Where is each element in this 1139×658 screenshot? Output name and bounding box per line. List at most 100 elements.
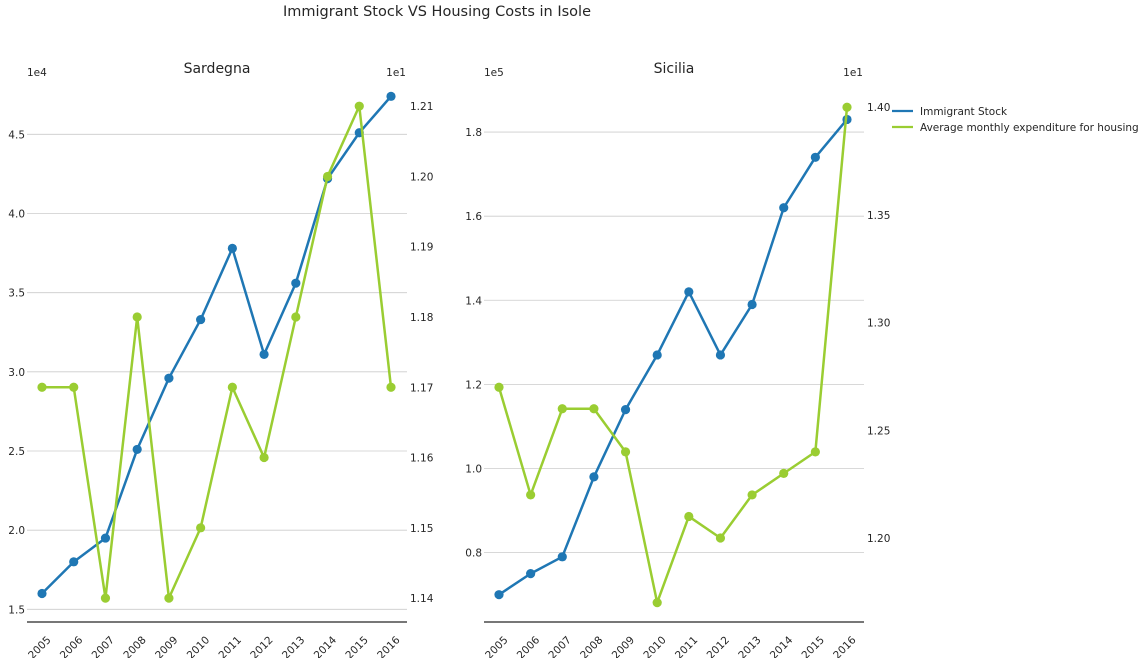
x-tick-label: 2015 xyxy=(343,634,370,658)
left-tick-label: 1.5 xyxy=(8,604,25,616)
left-tick-label: 0.8 xyxy=(465,548,482,560)
left-tick-label: 1.8 xyxy=(465,127,482,139)
x-tick-label: 2011 xyxy=(217,634,244,658)
immigrant-stock-point xyxy=(164,373,174,383)
housing-expenditure-point xyxy=(779,468,789,478)
immigrant-stock-point xyxy=(259,349,269,360)
subplot-title: Sicilia xyxy=(654,61,695,77)
immigrant-stock-point xyxy=(810,152,820,162)
left-tick-label: 2.0 xyxy=(8,525,25,537)
immigrant-stock-point xyxy=(494,590,504,600)
right-tick-label: 1.40 xyxy=(867,102,890,114)
immigrant-stock-point xyxy=(196,314,206,325)
housing-expenditure-point xyxy=(386,382,396,392)
immigrant-stock-line xyxy=(498,118,848,596)
x-tick-label: 2005 xyxy=(26,634,53,658)
housing-expenditure-point xyxy=(354,101,364,111)
legend-label: Average monthly expenditure for housing xyxy=(920,122,1139,134)
right-tick-label: 1.17 xyxy=(410,382,433,394)
housing-expenditure-point xyxy=(589,404,599,414)
x-tick-label: 2015 xyxy=(800,634,827,658)
figure-title: Immigrant Stock VS Housing Costs in Isol… xyxy=(283,4,591,20)
immigrant-stock-point xyxy=(100,533,111,543)
left-tick-label: 4.0 xyxy=(8,209,25,221)
housing-expenditure-point xyxy=(227,382,237,392)
panel-sardegna: Sardegna 1e4 1e1 1.5 2.0 2.5 3.0 3.5 4.0 4.5 1.14 1… xyxy=(8,61,433,658)
immigrant-stock-point xyxy=(132,444,142,455)
x-tick-label: 2014 xyxy=(768,634,796,658)
right-tick-label: 1.18 xyxy=(410,312,433,324)
right-tick-label: 1.20 xyxy=(867,533,890,545)
x-tick-label: 2008 xyxy=(121,634,148,658)
x-tick-label: 2010 xyxy=(185,634,212,658)
x-tick-label: 2006 xyxy=(515,634,543,658)
left-tick-label: 2.5 xyxy=(8,446,25,458)
x-tick-label: 2005 xyxy=(483,634,510,658)
right-tick-label: 1.30 xyxy=(867,318,890,330)
immigrant-stock-point xyxy=(779,203,789,213)
x-tick-label: 2008 xyxy=(578,634,605,658)
legend: Immigrant Stock Average monthly expenditu… xyxy=(892,106,1139,134)
housing-expenditure-point xyxy=(37,382,47,392)
left-tick-label: 3.0 xyxy=(8,367,25,379)
x-tick-label: 2007 xyxy=(546,634,573,658)
left-tick-label: 1.6 xyxy=(465,211,482,223)
immigrant-stock-point xyxy=(684,287,694,297)
x-tick-label: 2009 xyxy=(153,634,180,658)
x-tick-label: 2014 xyxy=(312,634,340,658)
x-tick-label: 2007 xyxy=(90,634,117,658)
housing-expenditure-point xyxy=(259,452,269,463)
x-tick-label: 2006 xyxy=(58,634,86,658)
x-tick-label: 2010 xyxy=(641,634,668,658)
right-axis-multiplier: 1e1 xyxy=(386,67,406,79)
immigrant-stock-point xyxy=(557,552,567,562)
immigrant-stock-point xyxy=(747,299,757,310)
immigrant-stock-point xyxy=(291,278,301,288)
housing-expenditure-point xyxy=(100,593,111,603)
right-tick-label: 1.16 xyxy=(410,453,434,465)
x-tick-label: 2011 xyxy=(673,634,700,658)
right-tick-label: 1.25 xyxy=(867,425,890,437)
right-tick-label: 1.35 xyxy=(867,210,890,222)
housing-expenditure-point xyxy=(291,312,301,322)
housing-expenditure-point xyxy=(715,533,726,543)
housing-expenditure-point xyxy=(652,598,662,608)
right-tick-label: 1.14 xyxy=(410,593,434,605)
left-tick-label: 1.0 xyxy=(465,463,482,475)
left-axis-multiplier: 1e5 xyxy=(484,67,504,79)
housing-expenditure-point xyxy=(164,593,174,603)
immigrant-stock-line xyxy=(41,95,392,595)
housing-expenditure-point xyxy=(747,490,757,500)
right-tick-label: 1.15 xyxy=(410,523,433,535)
x-tick-label: 2012 xyxy=(248,634,275,658)
immigrant-stock-point xyxy=(526,569,536,579)
right-axis-multiplier: 1e1 xyxy=(843,67,863,79)
immigrant-stock-point xyxy=(652,350,662,360)
housing-expenditure-point xyxy=(494,382,504,392)
immigrant-stock-point xyxy=(620,405,631,415)
immigrant-stock-point xyxy=(589,472,599,482)
x-tick-label: 2009 xyxy=(610,634,637,658)
subplot-title: Sardegna xyxy=(184,61,251,77)
panel-sicilia: Sicilia 1e5 1e1 0.8 1.0 1.2 1.4 1.6 1.8 1.20 1.25 1… xyxy=(465,61,890,658)
immigrant-stock-point xyxy=(37,588,47,599)
housing-expenditure-point xyxy=(526,490,536,500)
housing-expenditure-point xyxy=(69,382,79,392)
immigrant-stock-point xyxy=(227,243,237,253)
housing-expenditure-line xyxy=(497,107,849,604)
housing-expenditure-point xyxy=(132,312,142,322)
right-tick-label: 1.19 xyxy=(410,242,433,254)
left-axis-multiplier: 1e4 xyxy=(27,67,47,79)
x-tick-label: 2016 xyxy=(831,634,859,658)
housing-expenditure-point xyxy=(322,171,333,182)
housing-expenditure-line xyxy=(42,104,393,600)
housing-expenditure-point xyxy=(196,523,206,533)
x-tick-label: 2013 xyxy=(280,634,307,658)
housing-expenditure-point xyxy=(684,511,694,522)
immigrant-stock-point xyxy=(386,91,396,101)
immigrant-stock-point xyxy=(69,557,79,567)
left-tick-label: 4.5 xyxy=(8,129,25,141)
housing-expenditure-point xyxy=(557,404,567,414)
left-tick-label: 3.5 xyxy=(8,288,25,300)
